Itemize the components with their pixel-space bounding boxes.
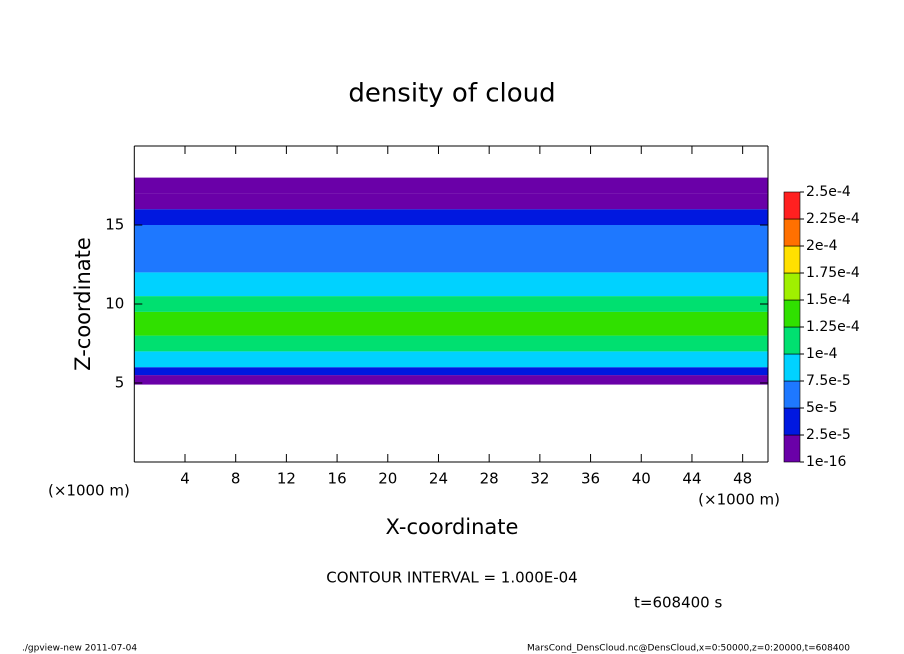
x-axis-label: X-coordinate — [386, 515, 519, 539]
y-tick-label: 15 — [105, 216, 124, 234]
y-axis-label: Z-coordinate — [71, 237, 95, 371]
chart-title: density of cloud — [348, 79, 555, 109]
contour-interval: CONTOUR INTERVAL = 1.000E-04 — [326, 569, 577, 587]
density-band — [134, 209, 769, 225]
density-band — [134, 177, 769, 194]
density-band — [134, 225, 769, 273]
colorbar-label: 7.5e-5 — [806, 373, 851, 389]
density-band — [134, 311, 769, 336]
time-label: t=608400 s — [634, 594, 722, 612]
density-band — [134, 193, 769, 210]
x-tick-label: 24 — [429, 470, 448, 488]
footer-right: MarsCond_DensCloud.nc@DensCloud,x=0:5000… — [527, 644, 850, 654]
x-tick-label: 4 — [180, 470, 190, 488]
x-tick-label: 28 — [480, 470, 499, 488]
colorbar-label: 2.25e-4 — [806, 211, 860, 227]
density-band — [134, 375, 769, 385]
x-tick-label: 32 — [530, 470, 549, 488]
x-unit: (×1000 m) — [698, 491, 780, 509]
x-tick-label: 20 — [378, 470, 397, 488]
density-band — [134, 351, 769, 368]
colorbar-box — [783, 434, 801, 463]
colorbar-box — [783, 299, 801, 328]
density-band — [134, 296, 769, 312]
colorbar-box — [783, 218, 801, 247]
x-tick-label: 8 — [231, 470, 241, 488]
colorbar-label: 1e-4 — [806, 346, 838, 362]
x-tick-label: 16 — [328, 470, 347, 488]
y-tick-label: 10 — [105, 295, 124, 313]
x-tick-label: 44 — [682, 470, 701, 488]
x-tick-label: 48 — [733, 470, 752, 488]
y-tick-label: 5 — [115, 374, 125, 392]
colorbar-label: 1e-16 — [806, 454, 846, 470]
colorbar-label: 1.75e-4 — [806, 265, 860, 281]
x-tick-label: 40 — [632, 470, 651, 488]
colorbar-label: 2.5e-5 — [806, 427, 851, 443]
colorbar-box — [783, 326, 801, 355]
x-tick-label: 12 — [277, 470, 296, 488]
colorbar-box — [783, 245, 801, 274]
colorbar-box — [783, 272, 801, 301]
footer-left: ./gpview-new 2011-07-04 — [22, 644, 137, 654]
colorbar-box — [783, 353, 801, 382]
y-unit: (×1000 m) — [48, 482, 130, 500]
density-band — [134, 367, 769, 376]
colorbar-label: 1.5e-4 — [806, 292, 851, 308]
x-tick-label: 36 — [581, 470, 600, 488]
colorbar-label: 2.5e-4 — [806, 184, 851, 200]
colorbar-label: 1.25e-4 — [806, 319, 860, 335]
density-band — [134, 272, 769, 297]
density-band — [134, 335, 769, 352]
colorbar-label: 2e-4 — [806, 238, 838, 254]
colorbar-label: 5e-5 — [806, 400, 837, 416]
colorbar-box — [783, 380, 801, 409]
colorbar-box — [783, 191, 801, 220]
colorbar-box — [783, 407, 801, 436]
